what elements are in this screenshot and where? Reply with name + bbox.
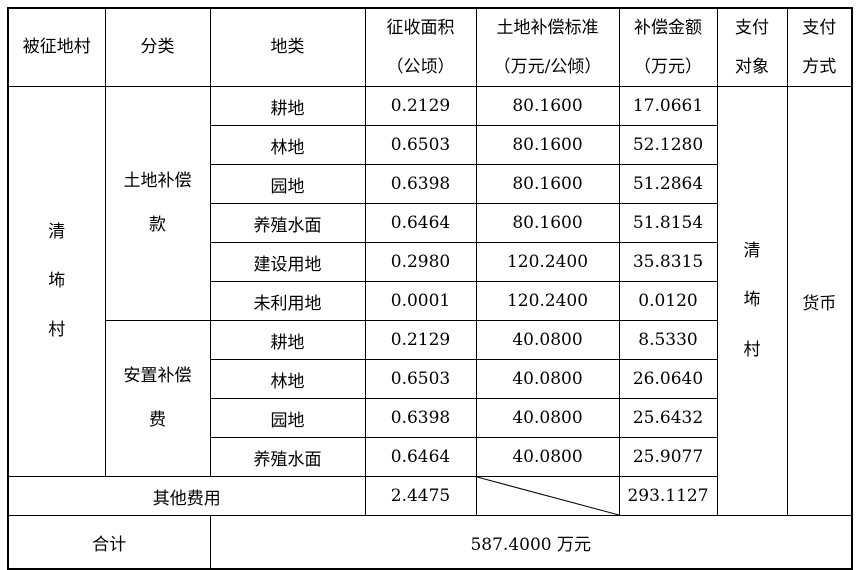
col-header-land-type: 地类 <box>209 7 366 87</box>
table-row: 建设用地 0.2980 120.2400 35.8315 <box>8 242 852 282</box>
amount-cell: 0.0120 <box>618 281 718 321</box>
area-cell: 0.6398 <box>364 164 477 204</box>
col-header-payee: 支付 对象 <box>716 7 788 87</box>
area-cell: 0.2129 <box>364 86 477 126</box>
table-row: 未利用地 0.0001 120.2400 0.0120 <box>8 281 852 321</box>
total-row: 合计 587.4000 万元 <box>7 515 853 570</box>
land-type-cell: 耕地 <box>209 86 366 126</box>
amount-cell: 51.2864 <box>618 164 718 204</box>
other-fees-amount-cell: 293.1127 <box>618 476 718 516</box>
category-cell-land-compensation: 土地补偿 款 <box>104 86 211 321</box>
col-header-standard: 土地补偿标准 （万元/公倾） <box>475 7 620 87</box>
table-row: 养殖水面 0.6464 40.0800 25.9077 <box>8 437 852 477</box>
land-type-cell: 耕地 <box>209 320 366 360</box>
land-type-cell: 林地 <box>209 125 366 165</box>
table-header-row: 被征地村 分类 地类 征收面积 （公顷） 土地补偿标准 （万元/公倾） 补偿金额… <box>7 7 853 87</box>
col-header-area: 征收面积 （公顷） <box>364 7 477 87</box>
total-value-cell: 587.4000 万元 <box>209 515 853 570</box>
diagonal-line-icon <box>477 477 619 515</box>
standard-cell: 40.0800 <box>475 359 620 399</box>
amount-cell: 17.0661 <box>618 86 718 126</box>
land-type-cell: 建设用地 <box>209 242 366 282</box>
total-label-cell: 合计 <box>7 515 211 570</box>
col-header-payment-method: 支付 方式 <box>786 7 853 87</box>
col-header-category: 分类 <box>104 7 211 87</box>
amount-cell: 35.8315 <box>618 242 718 282</box>
payment-method-cell: 货币 <box>786 86 853 516</box>
amount-cell: 25.9077 <box>618 437 718 477</box>
village-name: 清㘵村 <box>48 221 66 341</box>
land-type-cell: 园地 <box>209 164 366 204</box>
standard-cell: 40.0800 <box>475 437 620 477</box>
other-fees-label-cell: 其他费用 <box>7 476 366 516</box>
table-row: 园地 0.6398 80.1600 51.2864 <box>8 164 852 204</box>
table-row: 安置补偿 费 耕地 0.2129 40.0800 8.5330 <box>8 320 852 477</box>
standard-cell: 40.0800 <box>475 398 620 438</box>
standard-cell: 40.0800 <box>475 320 620 360</box>
land-type-cell: 未利用地 <box>209 281 366 321</box>
area-cell: 0.6464 <box>364 203 477 243</box>
standard-cell: 120.2400 <box>475 281 620 321</box>
land-type-cell: 养殖水面 <box>209 437 366 477</box>
amount-cell: 8.5330 <box>618 320 718 360</box>
village-cell: 清㘵村 <box>7 86 106 477</box>
area-cell: 0.0001 <box>364 281 477 321</box>
area-cell: 0.6398 <box>364 398 477 438</box>
col-header-village: 被征地村 <box>7 7 106 87</box>
standard-cell: 80.1600 <box>475 203 620 243</box>
other-fees-row: 其他费用 2.4475 293.1127 <box>7 476 852 516</box>
table-row: 园地 0.6398 40.0800 25.6432 <box>8 398 852 438</box>
area-cell: 0.6464 <box>364 437 477 477</box>
amount-cell: 26.0640 <box>618 359 718 399</box>
payee-name: 清㘵村 <box>743 241 761 360</box>
other-fees-area-cell: 2.4475 <box>364 476 477 516</box>
diagonal-slash-cell <box>475 476 620 516</box>
area-cell: 0.6503 <box>364 125 477 165</box>
amount-cell: 51.8154 <box>618 203 718 243</box>
area-cell: 0.6503 <box>364 359 477 399</box>
standard-cell: 80.1600 <box>475 125 620 165</box>
land-type-cell: 园地 <box>209 398 366 438</box>
area-cell: 0.2129 <box>364 320 477 360</box>
standard-cell: 120.2400 <box>475 242 620 282</box>
amount-cell: 25.6432 <box>618 398 718 438</box>
standard-cell: 80.1600 <box>475 164 620 204</box>
area-cell: 0.2980 <box>364 242 477 282</box>
col-header-amount: 补偿金额 （万元） <box>618 7 718 87</box>
table-row: 养殖水面 0.6464 80.1600 51.8154 <box>8 203 852 243</box>
table-row: 林地 0.6503 40.0800 26.0640 <box>8 359 852 399</box>
category-cell-resettlement: 安置补偿 费 <box>104 320 211 477</box>
payee-cell: 清㘵村 <box>716 86 788 516</box>
land-compensation-table: 被征地村 分类 地类 征收面积 （公顷） 土地补偿标准 （万元/公倾） 补偿金额… <box>7 7 853 570</box>
amount-cell: 52.1280 <box>618 125 718 165</box>
land-type-cell: 林地 <box>209 359 366 399</box>
table-row: 林地 0.6503 80.1600 52.1280 <box>8 125 852 165</box>
table-row: 清㘵村 土地补偿 款 耕地 0.2129 80.1600 17.0661 清㘵村… <box>7 86 853 516</box>
compensation-table-container: 被征地村 分类 地类 征收面积 （公顷） 土地补偿标准 （万元/公倾） 补偿金额… <box>7 7 853 570</box>
standard-cell: 80.1600 <box>475 86 620 126</box>
land-type-cell: 养殖水面 <box>209 203 366 243</box>
